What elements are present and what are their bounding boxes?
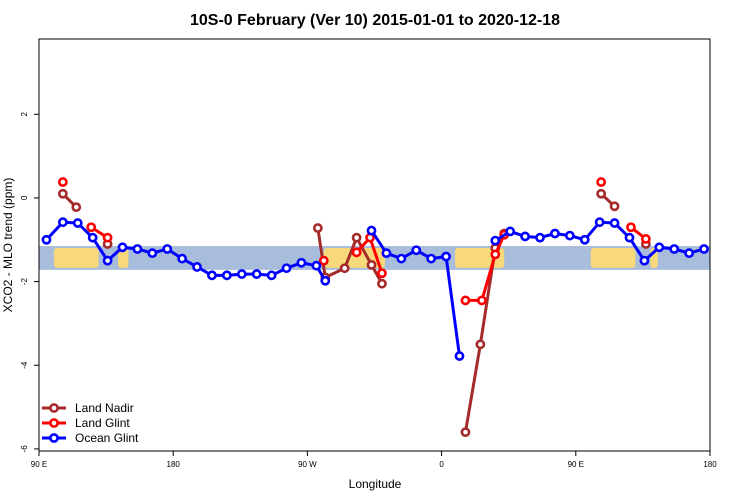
land-nadir-point — [351, 232, 362, 243]
land-glint-point — [86, 222, 97, 233]
land-nadir-point — [377, 278, 387, 289]
land-nadir-point — [475, 339, 486, 350]
y-tick-label: -2 — [20, 277, 29, 285]
ocean-glint-point — [535, 232, 545, 243]
ocean-glint-point — [266, 270, 277, 281]
ocean-glint-point — [236, 269, 247, 279]
y-tick-label: -4 — [20, 361, 29, 369]
series-ocean-glint — [41, 217, 709, 361]
ocean-glint-point — [426, 253, 437, 264]
ocean-glint-point — [441, 251, 451, 262]
land-patch — [118, 248, 129, 268]
x-tick-label: 180 — [703, 460, 717, 469]
ocean-glint-point — [117, 242, 128, 253]
ocean-glint-point — [684, 248, 695, 259]
ocean-glint-point — [41, 234, 52, 245]
plot-frame — [38, 38, 711, 452]
land-glint-point — [626, 222, 636, 233]
ocean-glint-point — [550, 228, 560, 239]
ocean-glint-point — [57, 217, 68, 228]
land-nadir-point — [71, 202, 82, 213]
ocean-glint-point — [366, 225, 377, 236]
x-tick-label: 90 E — [568, 460, 584, 469]
y-tick-label: 0 — [20, 195, 29, 200]
legend-ocean-glint-label: Ocean Glint — [75, 431, 139, 445]
ocean-glint-point — [520, 231, 531, 242]
land-glint-point — [377, 268, 387, 279]
legend-land-glint-marker — [49, 418, 59, 428]
ocean-glint-point — [639, 255, 650, 266]
y-tick-label: 2 — [20, 112, 29, 117]
chart-title: 10S-0 February (Ver 10) 2015-01-01 to 20… — [190, 12, 560, 29]
land-glint-point — [640, 234, 651, 244]
ocean-glint-point — [454, 351, 465, 361]
ocean-glint-point — [72, 218, 83, 228]
land-nadir-point — [609, 201, 620, 212]
ocean-glint-point — [132, 244, 143, 254]
land-nadir-point — [366, 259, 377, 270]
x-tick-label: 90 W — [298, 460, 317, 469]
land-glint-point — [476, 295, 487, 306]
land-nadir-point — [312, 223, 323, 233]
legend-land-glint-label: Land Glint — [75, 416, 130, 430]
ocean-glint-point — [579, 234, 590, 245]
land-glint-point — [351, 247, 362, 258]
ocean-glint-point — [699, 244, 709, 254]
land-nadir-point — [339, 263, 350, 274]
ocean-glint-point — [411, 245, 422, 256]
ocean-glint-point — [505, 226, 516, 237]
land-glint-point — [460, 295, 471, 306]
legend-ocean-glint-marker — [49, 433, 59, 443]
land-glint-point — [596, 177, 607, 187]
ocean-glint-point — [490, 235, 501, 246]
ocean-glint-point — [396, 253, 407, 264]
land-nadir-point — [460, 427, 471, 438]
x-tick-label: 180 — [167, 460, 181, 469]
ocean-glint-point — [221, 270, 232, 281]
ocean-glint-point — [624, 232, 635, 243]
ocean-glint-point — [177, 253, 188, 264]
legend-land-nadir-marker — [49, 403, 59, 413]
ocean-glint-point — [87, 232, 98, 243]
x-tick-label: 90 E — [31, 460, 47, 469]
ocean-glint-point — [609, 218, 620, 228]
axes: 90 E 180 90 W 0 90 E 180 -6 -4 -2 0 2 — [20, 112, 717, 469]
ocean-glint-point — [311, 260, 322, 271]
series-layer — [41, 177, 709, 438]
x-axis-label: Longitude — [349, 477, 402, 491]
ocean-glint-point — [296, 257, 307, 268]
land-patch — [53, 248, 99, 268]
ocean-glint-point — [281, 263, 292, 274]
ocean-glint-point — [251, 269, 262, 279]
land-nadir-point — [596, 188, 607, 199]
land-glint-point — [490, 249, 501, 260]
land-glint-point — [318, 255, 329, 266]
land-glint-point — [57, 177, 68, 187]
ocean-glint-point — [654, 242, 665, 253]
land-glint-line — [465, 234, 506, 302]
series-land-glint — [57, 177, 651, 306]
ocean-glint-point — [102, 255, 113, 266]
ocean-glint-point — [207, 270, 217, 281]
ocean-glint-point — [147, 248, 158, 259]
land-glint-point — [102, 232, 113, 243]
x-tick-label: 0 — [439, 460, 444, 469]
ocean-glint-point — [381, 248, 392, 259]
y-axis-label: XCO2 - MLO trend (ppm) — [1, 178, 15, 313]
ocean-glint-point — [162, 244, 173, 254]
land-nadir-point — [57, 188, 68, 199]
ocean-glint-point — [192, 262, 202, 272]
y-tick-label: -6 — [20, 445, 29, 453]
ocean-glint-point — [594, 217, 605, 228]
land-patch — [590, 248, 636, 268]
legend-land-nadir-label: Land Nadir — [75, 401, 134, 415]
ocean-glint-point — [564, 230, 575, 241]
ocean-glint-point — [320, 275, 331, 286]
ocean-glint-point — [669, 244, 680, 254]
